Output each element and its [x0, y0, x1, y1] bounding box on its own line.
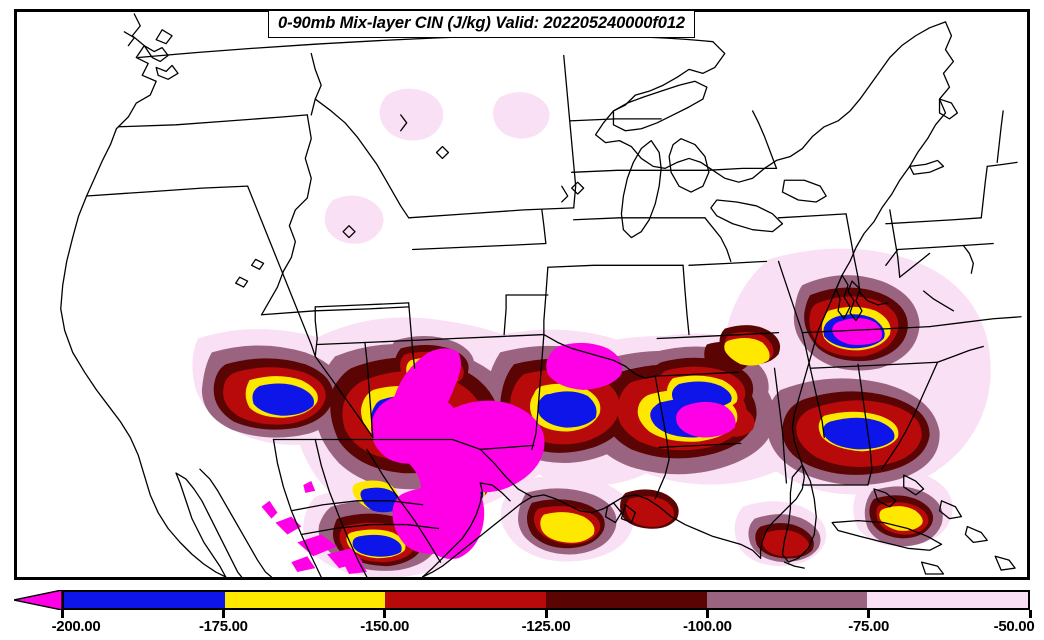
cin-contour-fill: [192, 88, 991, 577]
colorbar-label-1: -175.00: [198, 618, 248, 635]
colorbar-segment-2: [385, 592, 547, 608]
colorbar: -200.00 -175.00 -150.00 -125.00 -100.00 -75.0…: [0, 585, 1044, 640]
colorbar-label-3: -125.00: [521, 618, 571, 635]
colorbar-label-5: -75.00: [848, 618, 890, 635]
colorbar-extend-min-arrow: [14, 590, 62, 610]
map-frame: [14, 9, 1030, 580]
colorbar-label-4: -100.00: [682, 618, 732, 635]
colorbar-segments: [62, 590, 1030, 610]
colorbar-segment-3: [546, 592, 707, 608]
colorbar-ticks: [14, 610, 1032, 618]
colorbar-tick-5: [867, 610, 871, 618]
map-title-box: 0-90mb Mix-layer CIN (J/kg) Valid: 20220…: [268, 10, 696, 38]
colorbar-segment-4: [706, 592, 868, 608]
colorbar-segment-5: [867, 592, 1029, 608]
colorbar-label-6: -50.00: [993, 618, 1035, 635]
colorbar-tick-6: [1028, 610, 1032, 618]
colorbar-label-0: -200.00: [51, 618, 101, 635]
colorbar-tick-1: [221, 610, 225, 618]
colorbar-tick-2: [383, 610, 387, 618]
colorbar-bar: [14, 590, 1030, 610]
geography-outlines: [60, 13, 1022, 577]
colorbar-tick-0: [60, 610, 64, 618]
map-canvas: [17, 12, 1027, 577]
colorbar-segment-1: [224, 592, 386, 608]
map-title: 0-90mb Mix-layer CIN (J/kg) Valid: 20220…: [278, 14, 686, 32]
colorbar-tick-4: [705, 610, 709, 618]
colorbar-segment-0: [64, 592, 225, 608]
colorbar-tick-3: [544, 610, 548, 618]
colorbar-label-2: -150.00: [360, 618, 410, 635]
colorbar-tick-labels: -200.00 -175.00 -150.00 -125.00 -100.00 -75.0…: [0, 618, 1044, 640]
